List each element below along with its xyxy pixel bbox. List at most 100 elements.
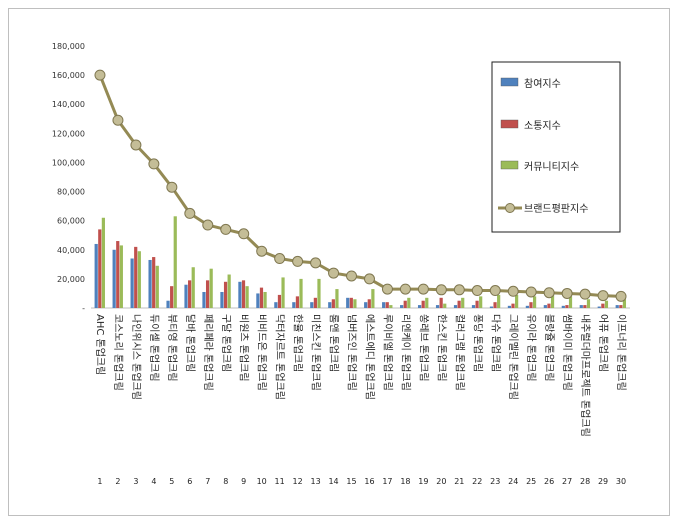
rank-label: 1 xyxy=(97,477,102,486)
bar-커뮤니티지수 xyxy=(101,217,105,308)
category-label: 어퓨 톤업크림 xyxy=(597,314,610,372)
rank-label: 16 xyxy=(364,477,374,486)
rank-label: 6 xyxy=(187,477,192,486)
line-point-브랜드평판지수 xyxy=(274,253,286,265)
rank-label: 5 xyxy=(169,477,174,486)
y-tick-label: 160,000 xyxy=(52,71,85,80)
line-point-브랜드평판지수 xyxy=(130,139,142,151)
y-tick-label: - xyxy=(82,304,85,313)
category-label: 리엔케이 톤업크림 xyxy=(399,314,412,391)
bar-소통지수 xyxy=(565,305,569,308)
line-point-브랜드평판지수 xyxy=(256,245,268,257)
line-point-브랜드평판지수 xyxy=(166,181,178,193)
line-point-브랜드평판지수 xyxy=(615,290,627,302)
bar-소통지수 xyxy=(188,280,192,308)
bar-커뮤니티지수 xyxy=(515,294,519,308)
bar-참여지수 xyxy=(166,300,170,308)
bar-참여지수 xyxy=(292,302,296,308)
bar-커뮤니티지수 xyxy=(443,303,447,308)
bar-소통지수 xyxy=(385,302,389,308)
rank-label: 18 xyxy=(400,477,410,486)
line-point-브랜드평판지수 xyxy=(220,223,232,235)
rank-label: 21 xyxy=(454,477,464,486)
line-point-브랜드평판지수 xyxy=(399,283,411,295)
bar-커뮤니티지수 xyxy=(209,268,213,308)
rank-label: 15 xyxy=(346,477,356,486)
category-label: 다슈 톤업크림 xyxy=(489,314,502,372)
rank-label: 2 xyxy=(115,477,120,486)
bar-소통지수 xyxy=(116,241,120,308)
bar-커뮤니티지수 xyxy=(425,297,429,308)
bar-참여지수 xyxy=(130,258,134,308)
line-point-브랜드평판지수 xyxy=(292,255,304,267)
bar-참여지수 xyxy=(256,293,260,308)
bar-소통지수 xyxy=(547,303,551,308)
line-point-브랜드평판지수 xyxy=(310,257,322,269)
category-label: 롬앤 톤업크림 xyxy=(328,314,341,372)
y-tick-label: 80,000 xyxy=(57,188,85,197)
bar-커뮤니티지수 xyxy=(532,296,537,308)
bar-참여지수 xyxy=(543,305,547,308)
line-point-브랜드평판지수 xyxy=(238,228,250,240)
bar-커뮤니티지수 xyxy=(137,251,141,308)
bar-소통지수 xyxy=(367,299,371,308)
bar-참여지수 xyxy=(507,305,512,308)
category-label: 그레이멜린 톤업크림 xyxy=(507,314,520,400)
bar-커뮤니티지수 xyxy=(317,278,321,308)
bar-참여지수 xyxy=(202,291,206,308)
line-point-브랜드평판지수 xyxy=(579,288,591,300)
bar-커뮤니티지수 xyxy=(335,289,339,308)
category-label: 퐁당 톤업크림 xyxy=(471,314,484,372)
bar-커뮤니티지수 xyxy=(353,299,357,308)
legend-label-소통지수: 소통지수 xyxy=(524,120,561,132)
bar-참여지수 xyxy=(615,305,619,308)
line-point-브랜드평판지수 xyxy=(346,270,358,282)
legend-box xyxy=(491,61,621,233)
bar-참여지수 xyxy=(489,306,494,308)
category-label: 뷰티영 톤업크림 xyxy=(166,314,179,382)
rank-label: 26 xyxy=(544,477,554,486)
y-tick-label: 140,000 xyxy=(52,100,85,109)
bar-참여지수 xyxy=(184,284,188,308)
legend-swatch-참여지수 xyxy=(500,77,519,87)
rank-label: 7 xyxy=(205,477,210,486)
rank-label: 28 xyxy=(580,477,590,486)
category-label: 내추럴더마프로젝트 톤업크림 xyxy=(579,314,592,437)
chart-frame xyxy=(8,8,670,516)
bar-소통지수 xyxy=(349,297,353,308)
category-label: 구달 톤업크림 xyxy=(220,314,233,372)
bar-참여지수 xyxy=(310,302,314,308)
category-label: 한스킨 톤업크림 xyxy=(435,314,448,382)
bar-커뮤니티지수 xyxy=(371,289,375,308)
bar-커뮤니티지수 xyxy=(299,278,303,308)
legend-label-참여지수: 참여지수 xyxy=(524,78,561,90)
bar-소통지수 xyxy=(601,303,605,308)
rank-label: 10 xyxy=(257,477,267,486)
bar-커뮤니티지수 xyxy=(281,277,285,308)
legend-swatch-커뮤니티지수 xyxy=(500,160,519,170)
bar-소통지수 xyxy=(493,302,497,308)
category-label: 한율 톤업크림 xyxy=(292,314,305,372)
rank-label: 30 xyxy=(616,477,626,486)
bar-참여지수 xyxy=(328,302,332,308)
bar-참여지수 xyxy=(471,305,476,308)
rank-label: 12 xyxy=(293,477,303,486)
line-point-브랜드평판지수 xyxy=(543,287,555,299)
category-label: 달바 톤업크림 xyxy=(184,314,197,372)
bar-참여지수 xyxy=(148,259,152,308)
legend-swatch-소통지수 xyxy=(500,119,519,129)
bar-소통지수 xyxy=(259,287,264,308)
bar-소통지수 xyxy=(98,229,102,308)
legend-swatch-marker xyxy=(505,203,515,213)
rank-label: 13 xyxy=(310,477,320,486)
line-point-브랜드평판지수 xyxy=(363,273,375,285)
category-label: 블랑쥴 톤업크림 xyxy=(543,314,556,382)
bar-커뮤니티지수 xyxy=(119,245,123,308)
bar-소통지수 xyxy=(205,280,210,308)
line-point-브랜드평판지수 xyxy=(453,284,465,296)
rank-label: 3 xyxy=(133,477,138,486)
line-point-브랜드평판지수 xyxy=(381,283,393,295)
rank-label: 25 xyxy=(526,477,536,486)
category-label: 쏭레브 톤업크림 xyxy=(417,314,430,382)
